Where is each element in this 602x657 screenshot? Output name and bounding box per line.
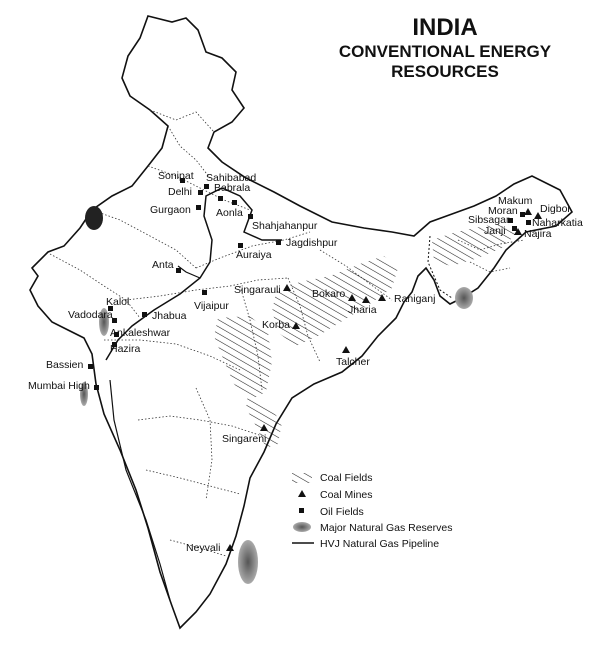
label-singareni: Singareni [222, 433, 267, 445]
label-vadodara: Vadodara [68, 309, 113, 321]
map-title: INDIA CONVENTIONAL ENERGY RESOURCES [300, 14, 590, 82]
title-line-1: INDIA [412, 14, 478, 41]
oil-field-moran [520, 212, 525, 217]
coal-mines [226, 208, 542, 551]
legend-gas-reserves-label: Major Natural Gas Reserves [320, 522, 453, 534]
title-line-3: RESOURCES [391, 62, 499, 81]
coal-mine-korba [292, 322, 300, 329]
label-anta: Anta [152, 259, 174, 271]
oil-field-jhabua [142, 312, 147, 317]
label-jharia: Jharia [348, 304, 377, 316]
oil-field-vadodara [112, 318, 117, 323]
oil-field-bassien [88, 364, 93, 369]
oil-field-mumbai-high [94, 385, 99, 390]
label-hazira: Hazira [110, 343, 141, 355]
coal-fields [214, 224, 516, 448]
oil-field-gurgaon [196, 205, 201, 210]
coal-mine-singarauli [283, 284, 291, 291]
label-jhabua: Jhabua [152, 310, 187, 322]
oil-field-ankaleshwar [114, 332, 119, 337]
oil-field-kalol [108, 306, 113, 311]
label-babrala: Babrala [214, 182, 251, 194]
oil-field-janji [512, 226, 517, 231]
label-bokaro: Bokaro [312, 288, 346, 300]
bangladesh-border [427, 235, 453, 299]
gas-reserve-cauvery [238, 540, 258, 584]
label-makum: Makum [498, 195, 533, 207]
label-shahjahanpur: Shahjahanpur [252, 220, 318, 232]
label-vijaipur: Vijaipur [194, 300, 229, 312]
gas-reserve-cambay [99, 308, 109, 336]
label-talcher: Talcher [336, 356, 370, 368]
oil-field-hazira [112, 342, 117, 347]
label-digboi: Digboi [540, 203, 570, 215]
label-ankaleshwar: Ankaleshwar [110, 327, 171, 339]
oil-field-aonla [232, 200, 237, 205]
label-gurgaon: Gurgaon [150, 204, 191, 216]
oil-field-sibsagar [508, 218, 513, 223]
label-jagdishpur: Jagdishpur [286, 237, 338, 249]
title-line-2: CONVENTIONAL ENERGY [338, 42, 552, 61]
coal-field-central [214, 316, 272, 400]
oil-field-auraiya [238, 243, 243, 248]
gas-reserve-tripura [455, 287, 473, 309]
gas-reserve-rajasthan [85, 206, 103, 230]
label-aonla: Aonla [216, 207, 243, 219]
india-outline [29, 15, 574, 630]
coal-mine-singareni [260, 424, 268, 431]
label-sibsagar: Sibsagar [468, 214, 510, 226]
coal-mine-raniganj [378, 294, 386, 301]
label-raniganj: Raniganj [394, 293, 436, 305]
oil-field-vijaipur [202, 290, 207, 295]
label-naharkatia: Naharkatia [532, 217, 583, 229]
legend-coal-fields-label: Coal Fields [320, 472, 373, 484]
label-auraiya: Auraiya [236, 249, 272, 261]
oil-field-anta [176, 268, 181, 273]
coal-mine-talcher [342, 346, 350, 353]
coal-mine-neyvali [226, 544, 234, 551]
coal-mine-makum [524, 208, 532, 215]
coal-field-godavari [246, 394, 282, 448]
oil-fields [88, 178, 531, 390]
coal-field-east [272, 256, 398, 346]
legend-oil-fields-label: Oil Fields [320, 506, 364, 518]
coast-pipeline [109, 379, 171, 601]
oil-field-naharkatia [526, 220, 531, 225]
label-sonipat: Sonipat [158, 170, 194, 182]
label-kalol: Kalol [106, 296, 130, 308]
label-bassien: Bassien [46, 359, 84, 371]
coal-mine-digboi [534, 212, 542, 219]
label-sahibabad: Sahibabad [206, 172, 257, 184]
label-mumbai-high: Mumbai High [28, 380, 90, 392]
label-neyvali: Neyvali [186, 542, 221, 554]
oil-field-delhi [198, 190, 203, 195]
coal-mine-bokaro [348, 294, 356, 301]
gas-reserves [80, 206, 473, 584]
oil-field-shahjahanpur [248, 214, 253, 219]
label-korba: Korba [262, 319, 291, 331]
hvj-pipeline [105, 187, 282, 361]
coal-field-northeast [432, 224, 516, 266]
label-delhi: Delhi [168, 186, 192, 198]
legend-coal-mines-label: Coal Mines [320, 489, 373, 501]
gas-reserve-mumbai-high [80, 382, 88, 406]
label-singarauli: Singarauli [234, 284, 281, 296]
label-janji: Janji [484, 225, 506, 237]
label-moran: Moran [488, 205, 518, 217]
oil-field-babrala [218, 196, 223, 201]
coal-mine-jharia [362, 296, 370, 303]
oil-field-sonipat [180, 178, 185, 183]
legend-symbols [292, 473, 314, 544]
coal-mine-najira [514, 228, 522, 235]
label-najira: Najira [524, 228, 552, 240]
legend-pipeline-label: HVJ Natural Gas Pipeline [320, 538, 440, 550]
oil-field-sahibabad [204, 184, 209, 189]
oil-field-jagdishpur [276, 240, 281, 245]
